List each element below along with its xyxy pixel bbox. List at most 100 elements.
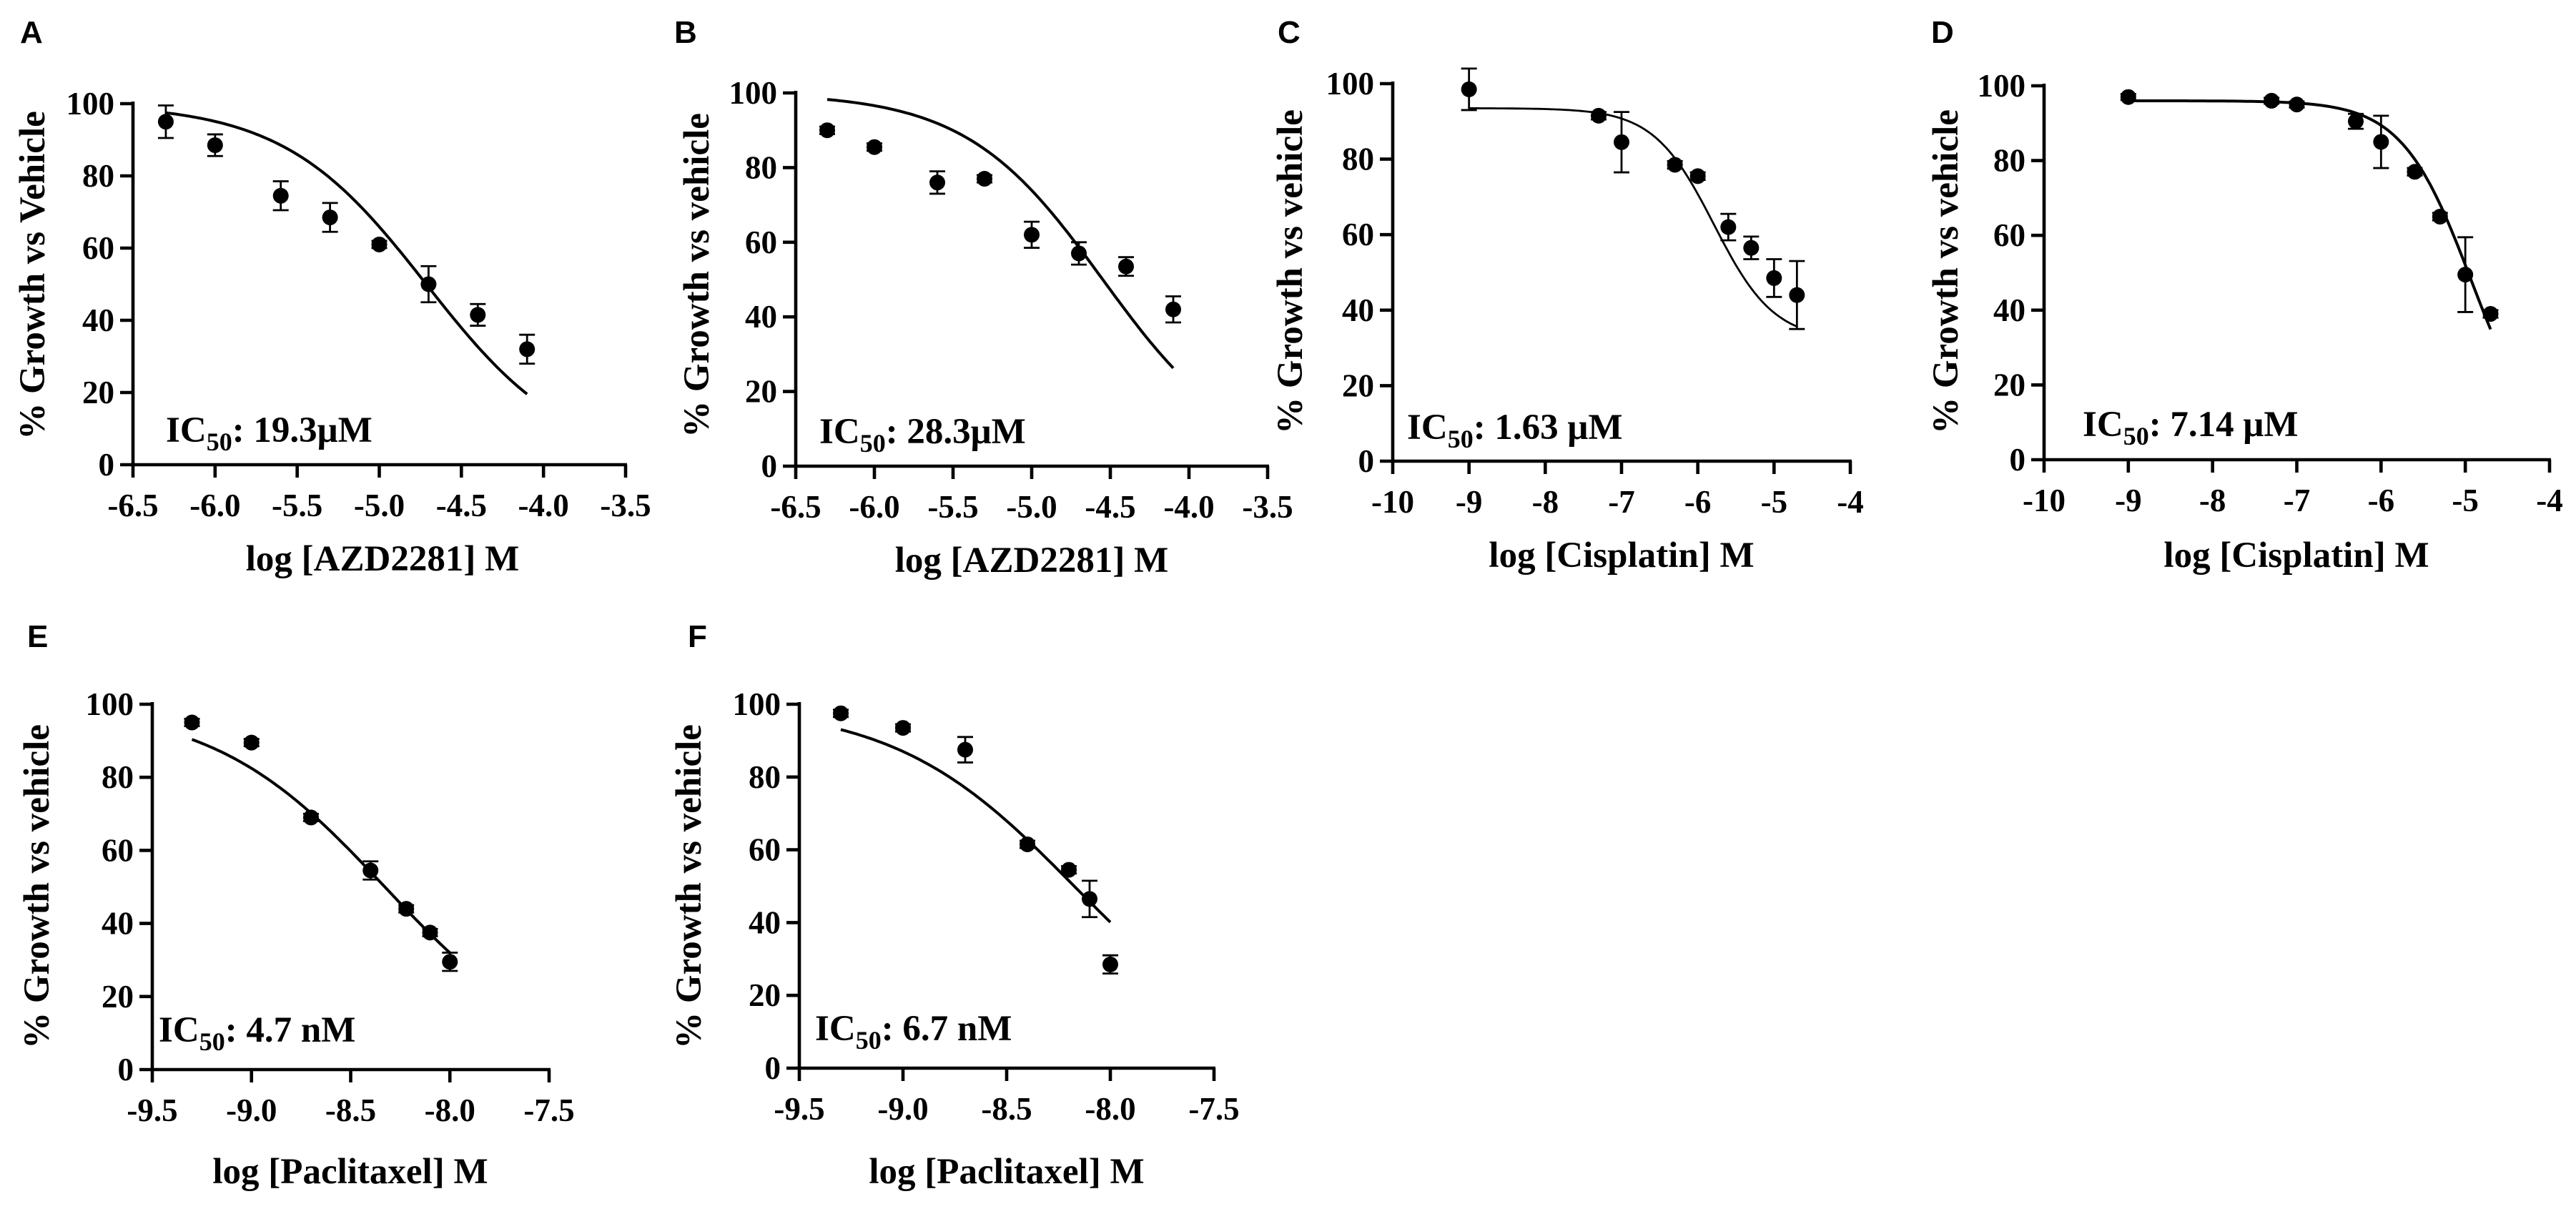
chart-panel-e: E 0 20 40 60 80 100 -9.5 -9.0 -8.5 -8.0 -7.5 log [Pa… [17,619,575,1192]
ic50-subscript: 50 [1448,425,1474,453]
x-tick-label: -9.5 [127,1092,177,1128]
data-point [272,187,289,204]
y-tick-label: 0 [2010,442,2026,478]
data-point [867,139,882,155]
data-point [929,174,945,191]
y-axis-title: % Growth vs vehicle [17,724,57,1049]
y-tick-label: 100 [66,86,115,122]
data-point [1591,107,1607,124]
y-tick-label: 80 [102,759,134,795]
panel-letter: A [20,15,43,50]
fit-curve [2128,99,2492,330]
data-point [1720,219,1737,235]
ic50-label: IC50: 4.7 nM [159,1010,355,1056]
ic50-prefix: IC [166,410,207,450]
x-tick-label: -5.5 [272,488,322,523]
x-tick-label: -9 [1456,484,1483,520]
y-tick-label: 0 [118,1052,134,1087]
y-tick-label: 60 [749,832,781,868]
data-point [243,734,260,751]
ic50-value: : 19.3μM [232,410,372,450]
y-tick-label: 20 [102,979,134,1015]
ic50-label: IC50: 28.3μM [819,412,1026,458]
x-tick-label: -5.0 [354,488,405,523]
ic50-subscript: 50 [199,1027,225,1056]
data-point [2289,97,2305,113]
data-point [303,809,319,826]
ic50-value: : 7.14 μM [2149,405,2299,445]
y-tick-label: 40 [1993,292,2025,328]
x-axis-title: log [AZD2281] M [895,541,1168,581]
x-tick-label: -6 [1684,484,1712,520]
data-point [833,705,849,721]
x-axis-title: log [Paclitaxel] M [869,1152,1144,1192]
y-tick-label: 40 [745,299,777,335]
x-tick-label: -4.0 [518,488,569,523]
x-tick-label: -9 [2115,483,2142,518]
data-point [1118,258,1134,275]
y-tick-label: 80 [82,158,114,194]
y-tick-label: 20 [1993,367,2025,403]
chart-panel-b: B 0 20 40 60 80 100 -6.5 -6.0 -5.5 -5.0 -4.5 -4.0 -3.… [674,15,1293,581]
data-point [2264,92,2280,109]
chart-panel-d: D 0 20 40 60 80 100 -10 -9 -8 -7 -6 -5 -4 log [Cisplat… [1926,15,2563,576]
data-point [1789,287,1805,303]
x-tick-label: -8.5 [981,1091,1032,1127]
ic50-prefix: IC [1407,408,1448,448]
data-point [895,720,911,736]
data-point [422,924,438,941]
data-point [2347,113,2364,129]
y-tick-label: 60 [82,230,114,266]
x-tick-label: -6.0 [849,489,899,525]
y-tick-label: 80 [749,759,781,795]
chart-panel-c: C 0 20 40 60 80 100 -10 -9 -8 -7 -6 -5 -4 log [Cisplat… [1270,15,1864,576]
x-tick-label: -8 [1532,484,1559,520]
y-tick-label: 0 [99,447,115,483]
x-tick-label: -5.5 [927,489,978,525]
x-tick-label: -8.5 [325,1092,376,1128]
ic50-prefix: IC [2083,405,2123,445]
data-point [1071,245,1087,262]
data-point [470,307,486,323]
data-point [957,741,973,758]
data-point [819,122,835,139]
ic50-subscript: 50 [860,429,886,458]
y-tick-label: 0 [761,448,778,484]
x-tick-label: -5 [2452,483,2479,518]
data-point [2373,134,2389,150]
data-point [1667,157,1683,173]
y-tick-label: 100 [1978,68,2026,104]
data-point [1102,956,1118,972]
y-axis-title: % Growth vs vehicle [1270,109,1311,434]
x-tick-label: -10 [1371,484,1414,520]
data-point [1743,240,1760,256]
x-tick-label: -8.0 [1085,1091,1135,1127]
x-tick-label: -6.0 [189,488,240,523]
fit-curve [826,98,1175,370]
data-point [2120,89,2136,105]
ic50-value: : 4.7 nM [225,1010,356,1050]
ic50-value: : 28.3μM [886,412,1026,452]
data-point [442,954,458,970]
y-tick-label: 40 [749,904,781,940]
chart-panel-a: A 0 20 40 60 80 100 -6.5 -6.0 -5.5 -5.0 -4.5 -4.0 -3.… [13,15,651,579]
ic50-subscript: 50 [856,1026,882,1055]
x-axis-title: log [AZD2281] M [246,539,519,579]
x-tick-label: -6.5 [107,488,158,523]
data-point [1165,301,1181,317]
ic50-label: IC50: 1.63 μM [1407,408,1622,453]
y-tick-label: 20 [749,977,781,1013]
y-axis-title: % Growth vs vehicle [669,724,709,1049]
panel-letter: C [1278,15,1301,50]
x-tick-label: -3.5 [1242,489,1293,525]
y-tick-label: 60 [1342,217,1374,252]
data-point [207,137,223,154]
data-point [1766,270,1782,286]
ic50-label: IC50: 7.14 μM [2083,405,2298,450]
y-tick-label: 60 [102,832,134,868]
x-tick-label: -4.0 [1163,489,1214,525]
chart-panel-f: F 0 20 40 60 80 100 -9.5 -9.0 -8.5 -8.0 -7.5 log [Pa… [669,619,1240,1192]
data-point [1082,891,1097,907]
y-tick-label: 0 [1358,443,1375,479]
